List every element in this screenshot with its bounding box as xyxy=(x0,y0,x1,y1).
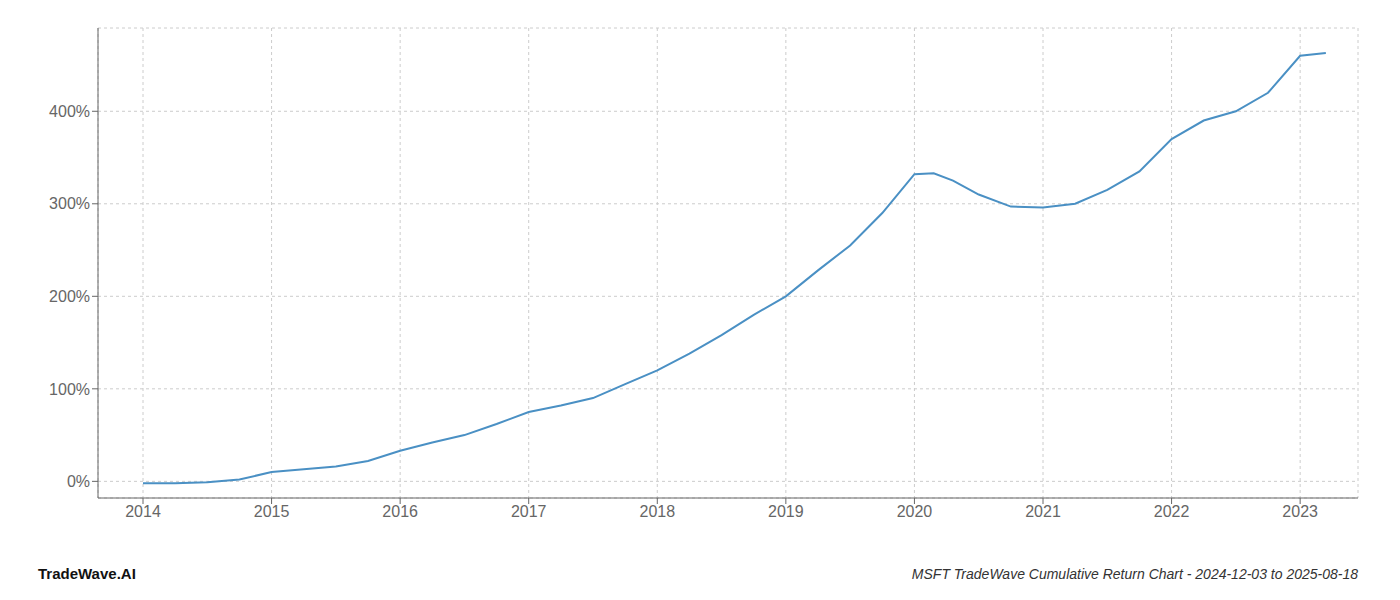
html-text:MSFT TradeWave Cumulative Retu: MSFT TradeWave Cumulative Return Chart -… xyxy=(911,566,1358,582)
svg-text:2022: 2022 xyxy=(1154,503,1190,520)
svg-text:2014: 2014 xyxy=(125,503,161,520)
svg-text:2019: 2019 xyxy=(768,503,804,520)
svg-text:2020: 2020 xyxy=(897,503,933,520)
svg-text:400%: 400% xyxy=(49,103,90,120)
svg-text:2023: 2023 xyxy=(1282,503,1318,520)
html-text:TradeWave.AI: TradeWave.AI xyxy=(38,565,136,582)
svg-text:2016: 2016 xyxy=(382,503,418,520)
svg-text:100%: 100% xyxy=(49,381,90,398)
svg-text:2017: 2017 xyxy=(511,503,547,520)
svg-text:2021: 2021 xyxy=(1025,503,1061,520)
svg-text:200%: 200% xyxy=(49,288,90,305)
svg-text:300%: 300% xyxy=(49,195,90,212)
svg-text:2018: 2018 xyxy=(639,503,675,520)
svg-text:0%: 0% xyxy=(67,473,90,490)
svg-text:2015: 2015 xyxy=(254,503,290,520)
